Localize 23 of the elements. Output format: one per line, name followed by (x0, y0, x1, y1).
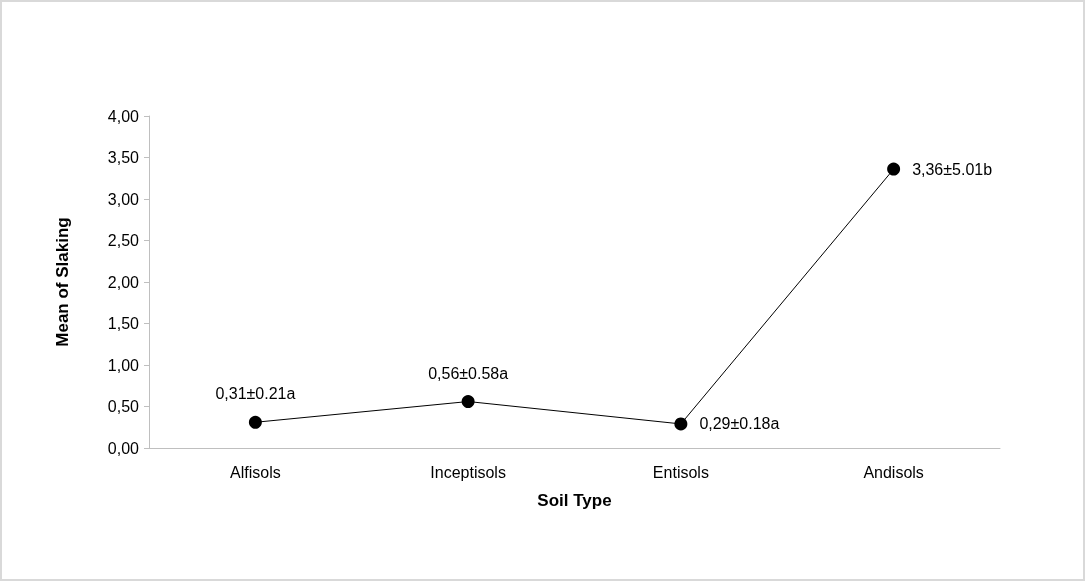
y-tick-label: 4,00 (107, 107, 140, 125)
y-tick-label: 2,00 (107, 273, 140, 291)
y-axis-title: Mean of Slaking (53, 217, 72, 347)
point (887, 162, 901, 176)
data-label: 3,36±5.01b (912, 160, 993, 178)
y-tick-label: 3,50 (107, 149, 140, 166)
y-tick-label: 1,50 (107, 315, 140, 332)
y-tick-label: 0,50 (107, 398, 140, 415)
y-tick-label: 0,00 (107, 439, 140, 457)
x-tick-label: Inceptisols (430, 463, 506, 481)
point (461, 395, 475, 409)
x-axis-title: Soil Type (537, 491, 612, 510)
y-tick-label: 1,00 (107, 356, 140, 374)
data-label: 0,31±0.21a (215, 385, 296, 403)
x-tick-label: Entisols (652, 463, 709, 481)
x-tick-label: Andisols (863, 463, 924, 481)
y-tick-label: 2,50 (107, 232, 140, 249)
x-tick-label: Alfisols (230, 463, 281, 481)
data-label: 0,56±0.58a (428, 364, 509, 382)
point (674, 417, 688, 431)
y-tick-label: 3,00 (107, 190, 140, 208)
data-label: 0,29±0.18a (699, 415, 780, 433)
point (248, 415, 262, 429)
